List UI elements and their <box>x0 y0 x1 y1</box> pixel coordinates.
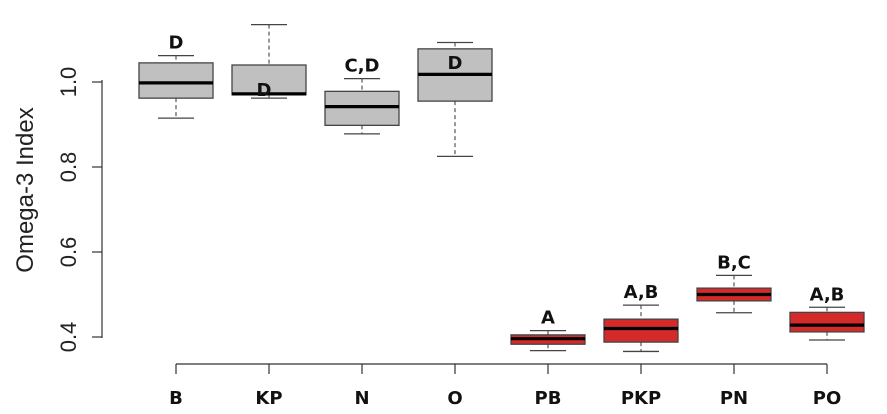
box-kp: D <box>231 23 307 101</box>
significance-label: D <box>448 53 463 74</box>
x-tick-label: PB <box>535 388 562 409</box>
iqr-box <box>231 64 307 96</box>
y-tick-label: 0.6 <box>56 237 81 268</box>
box-po: A,B <box>789 284 865 341</box>
x-tick-label: B <box>169 388 183 409</box>
x-tick-label: N <box>354 388 369 409</box>
axes <box>101 80 827 365</box>
significance-label: A,B <box>810 284 845 305</box>
boxes: D D C,D D A A,B B,C A,B <box>138 23 865 353</box>
significance-label: C,D <box>345 56 380 77</box>
significance-label: B,C <box>717 252 751 273</box>
box-o: D <box>417 41 493 158</box>
y-tick-label: 0.8 <box>56 152 81 183</box>
significance-label: A <box>541 308 555 329</box>
x-tick-label: O <box>447 388 462 409</box>
y-ticks: 0.4 0.6 0.8 1.0 <box>56 67 102 353</box>
iqr-box <box>603 318 679 343</box>
box-b: D <box>138 33 214 119</box>
x-tick-label: KP <box>255 388 282 409</box>
box-pkp: A,B <box>603 282 679 353</box>
significance-label: D <box>257 80 272 101</box>
box-n: C,D <box>324 56 400 135</box>
box-pn: B,C <box>696 252 772 314</box>
y-tick-label: 0.4 <box>56 322 81 353</box>
iqr-box <box>789 311 865 333</box>
y-axis-title: Omega-3 Index <box>12 107 39 272</box>
iqr-box <box>324 90 400 126</box>
box-pb: A <box>510 308 586 352</box>
x-tick-label: PO <box>813 388 842 409</box>
x-tick-label: PKP <box>621 388 661 409</box>
iqr-box <box>138 62 214 99</box>
significance-label: A,B <box>624 282 659 303</box>
x-tick-label: PN <box>720 388 748 409</box>
x-ticks: B KP N O PB PKP PN PO <box>169 364 841 409</box>
significance-label: D <box>169 33 184 54</box>
y-tick-label: 1.0 <box>56 67 81 98</box>
